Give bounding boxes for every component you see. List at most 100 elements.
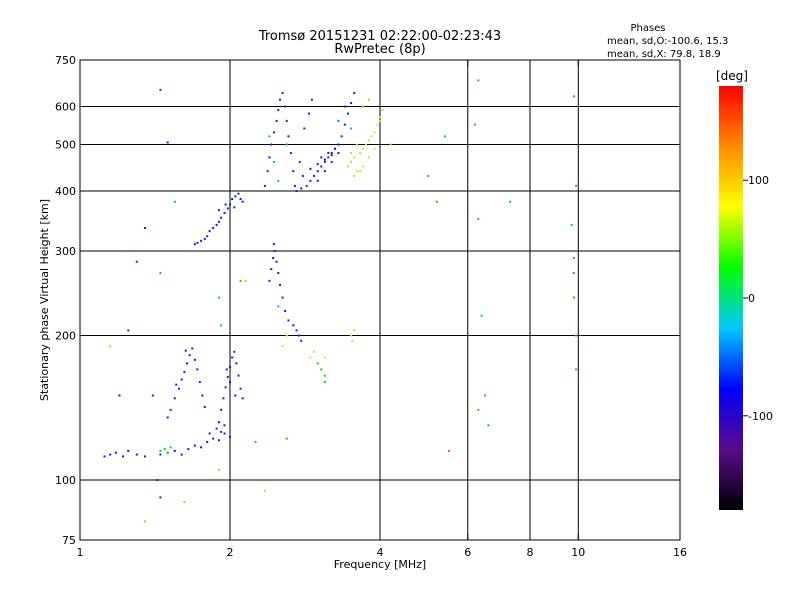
data-point — [367, 139, 370, 142]
data-point — [313, 350, 316, 353]
data-point — [203, 237, 206, 240]
data-point — [350, 127, 353, 130]
data-point — [200, 446, 203, 449]
data-point — [351, 339, 354, 342]
chart-subtitle: RwPretec (8p) — [334, 42, 425, 57]
data-point — [285, 437, 288, 440]
data-point — [373, 131, 376, 134]
data-point — [487, 424, 490, 427]
data-point — [379, 116, 381, 119]
data-point — [310, 98, 313, 101]
data-point — [300, 339, 303, 342]
data-point — [330, 152, 333, 155]
data-point — [353, 174, 356, 177]
data-point — [443, 135, 446, 138]
data-point — [266, 170, 269, 173]
data-point — [367, 156, 370, 159]
data-point — [196, 368, 199, 371]
data-point — [353, 156, 356, 159]
data-point — [316, 163, 319, 166]
data-point — [343, 105, 346, 108]
data-point — [376, 123, 379, 126]
data-point — [198, 381, 201, 384]
data-point — [217, 439, 220, 442]
x-tick-label: 10 — [571, 546, 585, 559]
data-point — [570, 223, 573, 226]
data-point — [284, 309, 287, 312]
data-point — [359, 152, 362, 155]
data-point — [327, 156, 330, 159]
data-point — [272, 257, 275, 260]
data-point — [239, 279, 242, 282]
data-point — [370, 135, 373, 138]
data-point — [337, 152, 340, 155]
data-point — [337, 143, 340, 146]
data-point — [350, 152, 353, 155]
data-point — [223, 432, 226, 435]
data-point — [277, 109, 280, 112]
data-point — [359, 170, 362, 173]
data-point — [289, 152, 292, 155]
phase-stats-x: mean, sd,X: 79.8, 18.9 — [607, 49, 721, 60]
data-point — [103, 455, 106, 458]
data-point — [109, 453, 112, 456]
data-point — [305, 184, 308, 187]
data-point — [379, 119, 381, 122]
data-point — [223, 212, 226, 215]
data-point — [320, 165, 323, 168]
data-point — [281, 296, 284, 299]
x-tick-label: 2 — [227, 546, 234, 559]
data-point — [281, 345, 284, 348]
data-point — [279, 283, 282, 286]
data-point — [285, 334, 288, 337]
data-point — [143, 455, 146, 458]
data-point — [215, 427, 218, 430]
data-point — [193, 444, 196, 447]
data-point — [389, 143, 392, 146]
data-point — [241, 200, 244, 203]
data-point — [223, 424, 226, 427]
data-point — [303, 127, 306, 130]
data-point — [226, 207, 229, 210]
data-point — [166, 416, 169, 419]
y-tick-label: 75 — [62, 534, 76, 547]
grid-lines — [80, 60, 680, 540]
data-point — [118, 394, 121, 397]
data-point — [477, 408, 480, 411]
y-tick-label: 100 — [55, 474, 76, 487]
data-point — [186, 362, 189, 365]
data-point — [275, 119, 278, 122]
data-point — [381, 109, 384, 112]
data-point — [241, 397, 244, 400]
data-point — [268, 135, 271, 138]
data-point — [346, 165, 349, 168]
data-point — [313, 174, 316, 177]
data-point — [229, 381, 231, 384]
data-point — [229, 365, 231, 368]
data-point — [293, 184, 296, 187]
data-point — [572, 296, 575, 299]
data-point — [320, 368, 323, 371]
data-point — [316, 362, 319, 365]
data-point — [346, 112, 349, 115]
data-point — [220, 216, 223, 219]
data-point — [222, 397, 225, 400]
data-point — [173, 449, 176, 452]
colorbar-tick-label: 100 — [748, 174, 769, 187]
x-axis-label: Frequency [MHz] — [334, 558, 426, 571]
data-point — [166, 141, 169, 144]
data-point — [281, 92, 284, 95]
data-point — [166, 451, 169, 454]
data-point — [208, 230, 211, 233]
data-point — [217, 421, 220, 424]
data-points — [103, 79, 578, 523]
x-tick-label: 1 — [77, 546, 84, 559]
data-point — [362, 105, 365, 108]
data-point — [350, 102, 353, 105]
data-point — [309, 167, 312, 170]
data-point — [220, 430, 223, 433]
data-point — [244, 279, 247, 282]
data-point — [287, 135, 290, 138]
data-point — [156, 479, 159, 482]
data-point — [215, 223, 218, 226]
